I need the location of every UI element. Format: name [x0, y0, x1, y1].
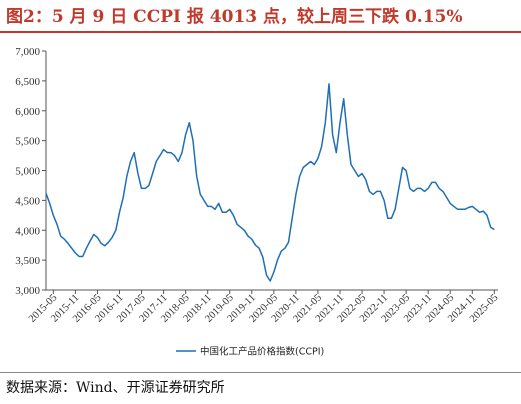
y-tick-label: 6,500: [15, 76, 40, 88]
y-tick-label: 4,500: [15, 195, 40, 207]
source-divider: [0, 372, 521, 373]
legend-label-ccpi: 中国化工产品价格指数(CCPI): [200, 346, 324, 358]
y-tick-label: 3,500: [15, 255, 40, 267]
y-tick-label: 7,000: [15, 46, 40, 58]
series-layer: [45, 83, 495, 282]
y-axis: 3,000 3,500 4,000 4,500 5,000 5,500 6,000 6,500…: [15, 46, 47, 297]
title-divider: [0, 31, 521, 33]
series-line-ccpi: [45, 83, 495, 282]
y-tick-label: 5,000: [15, 166, 40, 178]
legend: 中国化工产品价格指数(CCPI): [176, 346, 324, 358]
x-axis: 2015-052015-112016-052016-112017-052017-…: [27, 289, 500, 325]
chart-title: 图2：5 月 9 日 CCPI 报 4013 点，较上周三下跌 0.15%: [6, 7, 463, 27]
y-tick-label: 3,000: [15, 285, 40, 297]
y-tick-label: 6,000: [15, 106, 40, 118]
data-source-note: 数据来源：Wind、开源证券研究所: [6, 380, 225, 396]
y-tick-label: 4,000: [15, 225, 40, 237]
y-tick-label: 5,500: [15, 136, 40, 148]
ccpi-line-chart: 3,000 3,500 4,000 4,500 5,000 5,500 6,000 6,500…: [15, 46, 500, 358]
